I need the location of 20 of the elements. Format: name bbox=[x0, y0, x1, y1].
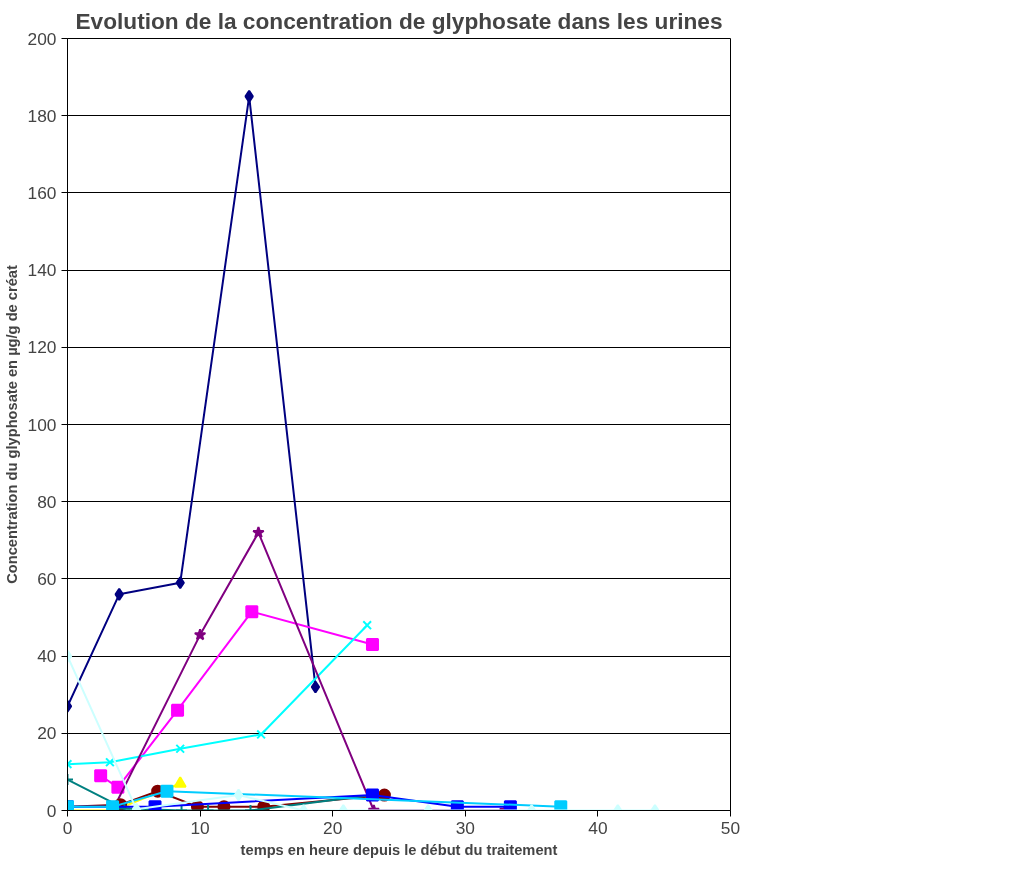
y-tick-label: 180 bbox=[27, 105, 57, 126]
y-tick-label: 140 bbox=[27, 260, 57, 281]
y-tick-label: 100 bbox=[27, 414, 57, 435]
y-tick-label: 200 bbox=[27, 28, 57, 49]
y-tick-label: 160 bbox=[27, 182, 57, 203]
y-tick-label: 60 bbox=[37, 568, 57, 589]
x-tick-label: 40 bbox=[588, 817, 608, 838]
x-tick-label: 30 bbox=[455, 817, 475, 838]
x-tick-label: 10 bbox=[190, 817, 210, 838]
y-tick-label: 40 bbox=[37, 646, 57, 667]
y-tick-label: 120 bbox=[27, 337, 57, 358]
x-tick-label: 20 bbox=[323, 817, 343, 838]
x-tick-label: 50 bbox=[720, 817, 741, 838]
x-tick-label: 0 bbox=[62, 817, 73, 838]
y-axis-title: Concentration du glyphosate en µg/g de créat bbox=[3, 265, 20, 584]
y-tick-label: 20 bbox=[37, 723, 57, 744]
y-tick-label: 0 bbox=[46, 800, 57, 821]
chart-title: Evolution de la concentration de glyphosate dans les urines bbox=[75, 7, 723, 34]
y-tick-label: 80 bbox=[37, 491, 57, 512]
x-axis-title: temps en heure depuis le début du traitement bbox=[240, 841, 558, 858]
